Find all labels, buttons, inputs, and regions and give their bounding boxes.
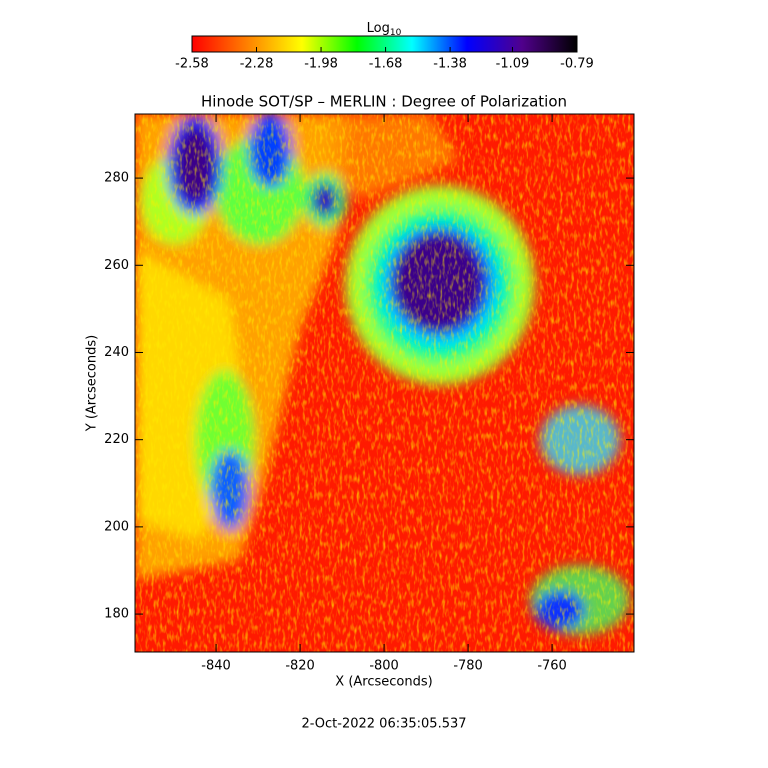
colorbar-label-main: Log	[367, 21, 390, 36]
y-tick-label: 240	[104, 345, 129, 360]
colorbar-tick-label: -2.28	[240, 57, 274, 72]
colorbar-tick-label: -1.68	[369, 57, 403, 72]
x-tick-label: -820	[285, 659, 315, 674]
x-axis-title: X (Arcseconds)	[335, 675, 432, 690]
colorbar-tick-label: -1.98	[304, 57, 338, 72]
colorbar	[191, 35, 578, 53]
y-tick-label: 260	[104, 258, 129, 273]
x-tick-label: -760	[537, 659, 567, 674]
chart-title: Hinode SOT/SP – MERLIN : Degree of Polar…	[201, 93, 567, 111]
heatmap-image	[135, 114, 634, 652]
y-tick-label: 180	[104, 607, 129, 622]
colorbar-tick-label: -0.79	[560, 57, 594, 72]
x-tick-label: -800	[369, 659, 399, 674]
colorbar-tick-label: -1.38	[433, 57, 467, 72]
x-tick-label: -840	[201, 659, 231, 674]
y-tick-label: 220	[104, 432, 129, 447]
colorbar-tick-label: -2.58	[175, 57, 209, 72]
y-tick-label: 280	[104, 171, 129, 186]
colorbar-label: Log10	[367, 21, 402, 38]
y-axis-title: Y (Arcseconds)	[85, 335, 100, 432]
y-tick-label: 200	[104, 519, 129, 534]
colorbar-tick-label: -1.09	[496, 57, 530, 72]
colorbar-label-sub: 10	[390, 28, 402, 38]
x-tick-label: -780	[453, 659, 483, 674]
timestamp: 2-Oct-2022 06:35:05.537	[301, 717, 466, 732]
